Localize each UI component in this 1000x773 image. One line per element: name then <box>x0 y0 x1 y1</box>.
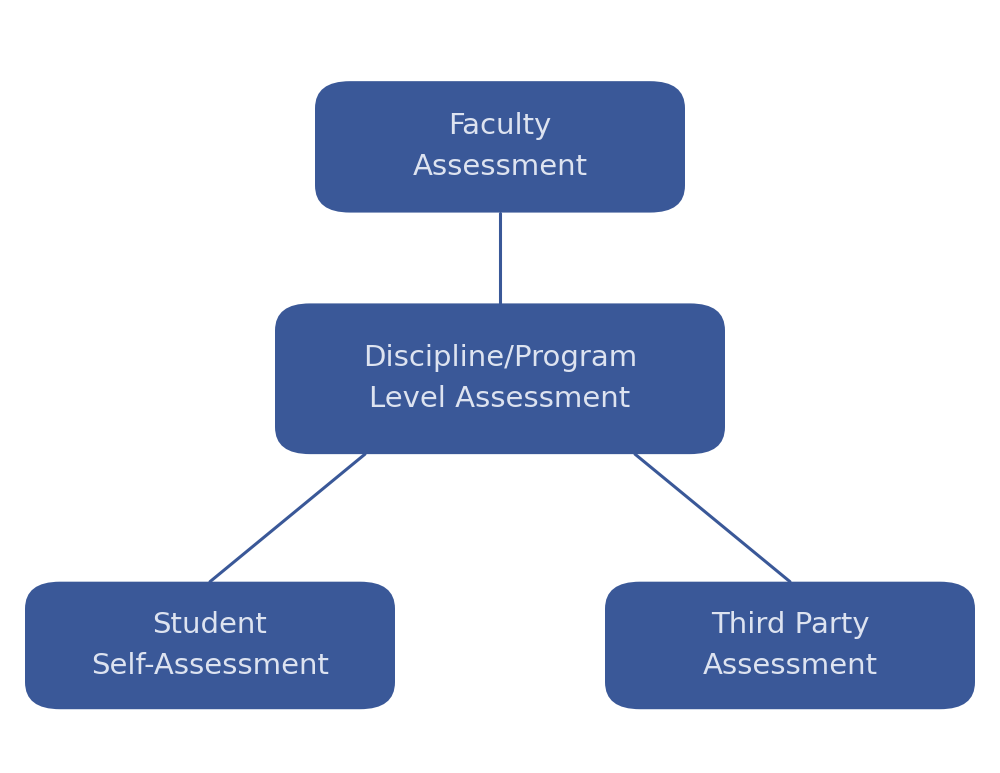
Text: Student
Self-Assessment: Student Self-Assessment <box>91 611 329 680</box>
FancyBboxPatch shape <box>25 581 395 710</box>
Text: Third Party
Assessment: Third Party Assessment <box>702 611 878 680</box>
Text: Discipline/Program
Level Assessment: Discipline/Program Level Assessment <box>363 344 637 414</box>
FancyBboxPatch shape <box>605 581 975 710</box>
Text: Faculty
Assessment: Faculty Assessment <box>412 112 588 182</box>
FancyBboxPatch shape <box>275 303 725 455</box>
FancyBboxPatch shape <box>315 81 685 213</box>
